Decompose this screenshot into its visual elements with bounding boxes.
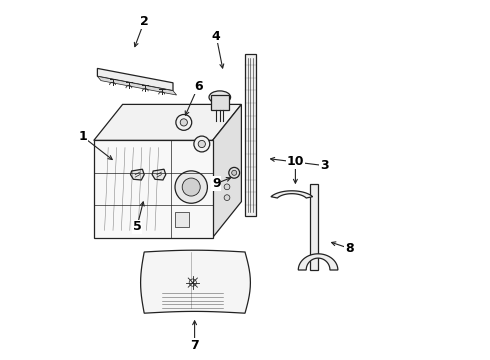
Circle shape	[229, 167, 240, 178]
Text: 8: 8	[345, 242, 354, 255]
Polygon shape	[213, 104, 242, 238]
Circle shape	[198, 140, 205, 148]
Circle shape	[224, 195, 230, 201]
Polygon shape	[94, 104, 242, 140]
Polygon shape	[271, 191, 313, 198]
Polygon shape	[130, 169, 144, 180]
Circle shape	[176, 114, 192, 130]
Text: 10: 10	[287, 156, 304, 168]
Polygon shape	[98, 76, 176, 95]
Text: 2: 2	[140, 15, 148, 28]
Polygon shape	[141, 250, 250, 313]
Circle shape	[180, 119, 187, 126]
Text: 7: 7	[190, 339, 199, 352]
Circle shape	[182, 178, 200, 196]
Bar	[310, 184, 318, 270]
Circle shape	[194, 136, 210, 152]
Polygon shape	[152, 169, 166, 180]
Ellipse shape	[209, 91, 231, 104]
Circle shape	[232, 170, 237, 175]
Bar	[245, 54, 256, 216]
Text: 6: 6	[194, 80, 202, 93]
Text: 9: 9	[212, 177, 220, 190]
Bar	[174, 212, 189, 227]
Circle shape	[224, 184, 230, 190]
Bar	[94, 140, 213, 238]
Text: 4: 4	[212, 30, 220, 42]
Text: 3: 3	[320, 159, 328, 172]
Text: 1: 1	[78, 130, 87, 143]
Polygon shape	[298, 254, 338, 270]
Text: 5: 5	[133, 220, 142, 233]
Bar	[211, 95, 229, 110]
Circle shape	[175, 171, 207, 203]
Polygon shape	[98, 68, 173, 91]
